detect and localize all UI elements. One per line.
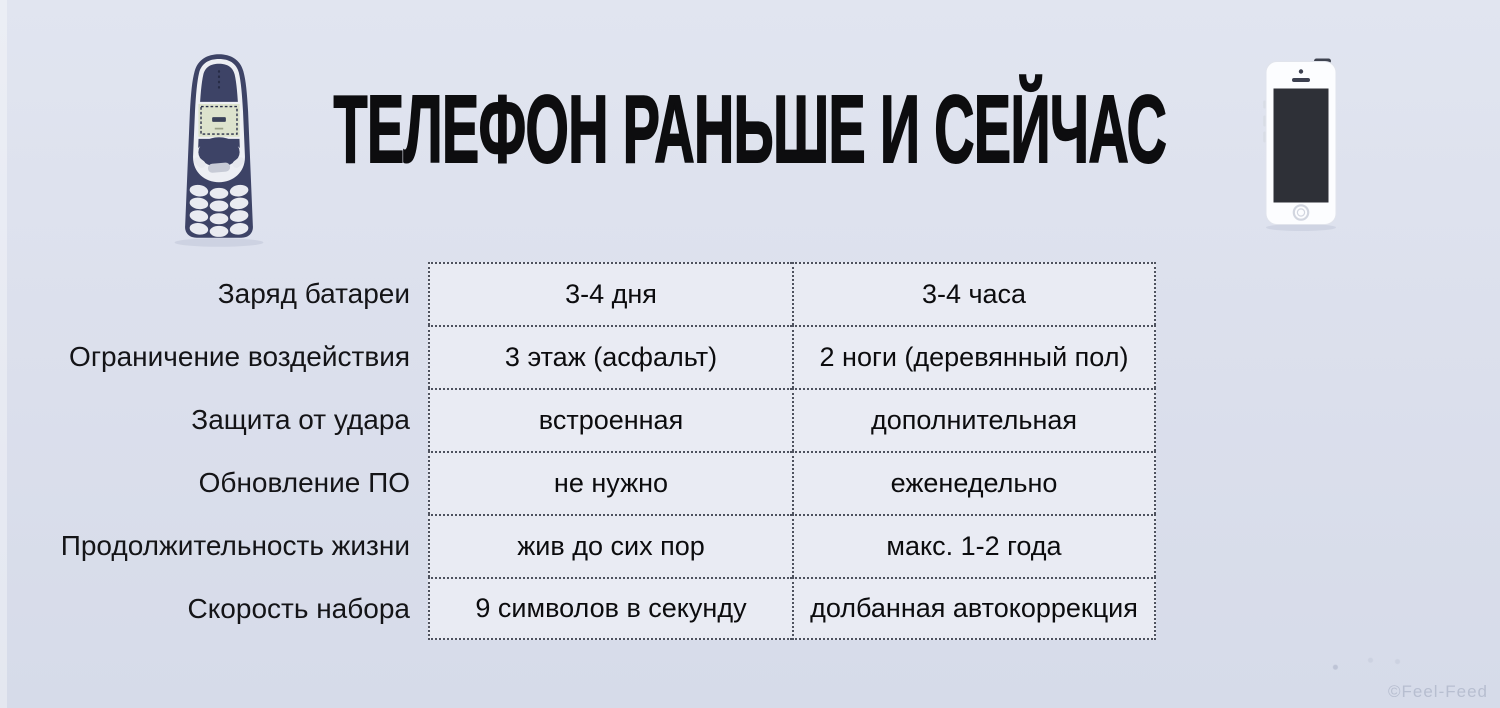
row-label: Ограничение воздействия	[69, 340, 410, 372]
row-label: Защита от удара	[191, 403, 410, 435]
nokia-screen	[196, 101, 242, 139]
old-phone-value: 3-4 дня	[428, 262, 792, 325]
new-phone-value: долбанная автокоррекция	[792, 577, 1156, 640]
comparison-table: Заряд батареи 3-4 дня 3-4 часа Ограничен…	[0, 262, 1156, 640]
credit-watermark: ©Feel-Feed	[1387, 682, 1488, 701]
home-button	[1292, 204, 1310, 221]
new-phone-value: 3-4 часа	[792, 262, 1156, 325]
row-label: Скорость набора	[187, 592, 410, 624]
nokia-nav-keys	[193, 137, 245, 179]
row-label: Продолжительность жизни	[60, 529, 410, 561]
phone-shadow	[174, 238, 264, 247]
old-phone-value: 9 символов в секунду	[428, 577, 792, 640]
volume-buttons	[1263, 100, 1267, 143]
new-phone-value: 2 ноги (деревянный пол)	[792, 325, 1156, 388]
snake-pixel-block	[212, 117, 226, 122]
page-title-text: ТЕЛЕФОН РАНЬШЕ И СЕЙЧАС	[333, 76, 1168, 183]
phone-shadow	[1266, 224, 1336, 231]
nokia-3310-svg	[174, 54, 264, 247]
old-phone-value: не нужно	[428, 451, 792, 514]
iphone-svg	[1263, 58, 1337, 231]
row-label: Обновление ПО	[198, 466, 410, 498]
page-title: ТЕЛЕФОН РАНЬШЕ И СЕЙЧАС	[0, 78, 1500, 182]
speaker-slot-icon	[1292, 78, 1310, 82]
new-phone-value: еженедельно	[792, 451, 1156, 514]
nokia-keypad	[189, 184, 249, 237]
old-phone-value: жив до сих пор	[428, 514, 792, 577]
earpiece-dots-icon	[217, 70, 221, 89]
new-phone-value: макс. 1-2 года	[792, 514, 1156, 577]
faint-watermark-remnant	[1330, 656, 1420, 670]
old-phone-value: встроенная	[428, 388, 792, 451]
iphone-screen	[1273, 88, 1329, 203]
iphone-icon	[1256, 50, 1346, 235]
nokia-3310-icon	[166, 50, 272, 251]
camera-dot-icon	[1298, 69, 1304, 74]
row-label: Заряд батареи	[217, 277, 410, 309]
left-edge-highlight	[0, 0, 7, 708]
old-phone-value: 3 этаж (асфальт)	[428, 325, 792, 388]
new-phone-value: дополнительная	[792, 388, 1156, 451]
